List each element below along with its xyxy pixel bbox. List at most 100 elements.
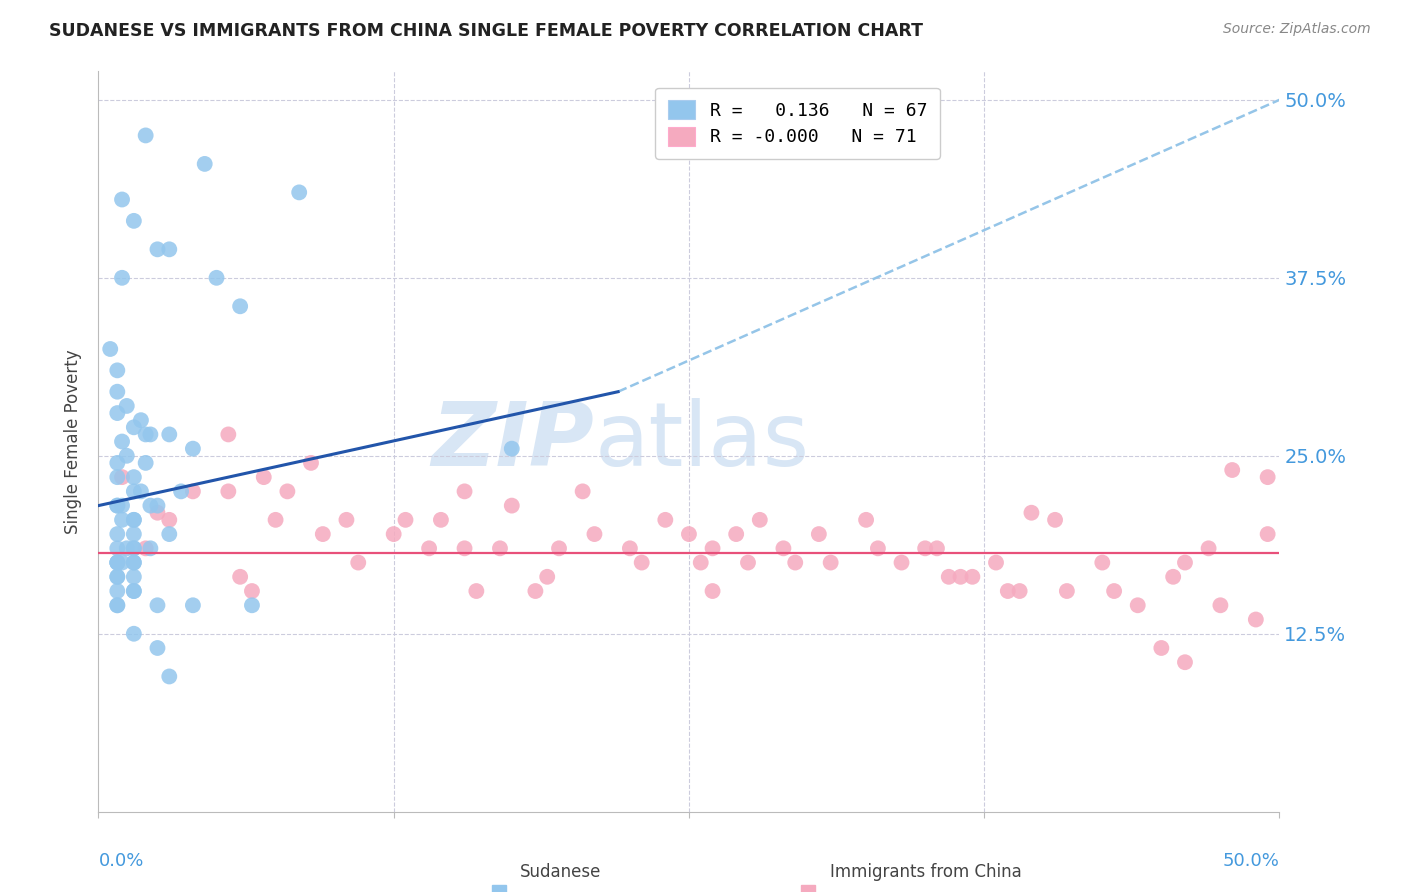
Point [111, 270, 134, 285]
Point [146, 243, 169, 257]
Point [105, 363, 128, 377]
Y-axis label: Single Female Poverty: Single Female Poverty [63, 350, 82, 533]
Point [264, 513, 287, 527]
Text: Sudanese: Sudanese [520, 863, 602, 881]
Text: SUDANESE VS IMMIGRANTS FROM CHINA SINGLE FEMALE POVERTY CORRELATION CHART: SUDANESE VS IMMIGRANTS FROM CHINA SINGLE… [49, 22, 924, 40]
Point [382, 527, 405, 541]
Point [820, 556, 842, 570]
Point [105, 541, 128, 556]
Point [785, 556, 807, 570]
Point [129, 413, 152, 427]
Point [217, 484, 239, 499]
Point [122, 556, 145, 570]
Point [501, 499, 523, 513]
Point [1174, 556, 1197, 570]
Point [122, 541, 145, 556]
Point [105, 570, 128, 584]
Point [1257, 527, 1279, 541]
Point [105, 456, 128, 470]
Point [1043, 513, 1066, 527]
Point [949, 570, 972, 584]
Point [194, 157, 217, 171]
Point [115, 399, 138, 413]
Text: 50.0%: 50.0% [1223, 853, 1279, 871]
Text: atlas: atlas [595, 398, 810, 485]
Point [105, 599, 128, 613]
Point [139, 499, 162, 513]
Point [115, 449, 138, 463]
Point [146, 506, 169, 520]
Text: Source: ZipAtlas.com: Source: ZipAtlas.com [1223, 22, 1371, 37]
Point [122, 541, 145, 556]
Point [1150, 640, 1173, 655]
Point [111, 513, 134, 527]
Point [240, 599, 263, 613]
Point [1021, 506, 1043, 520]
Point [299, 456, 322, 470]
Point [678, 527, 700, 541]
Point [122, 470, 145, 484]
Point [347, 556, 370, 570]
Point [1091, 556, 1114, 570]
Point [98, 342, 121, 356]
Point [146, 599, 169, 613]
Point [536, 570, 558, 584]
Point [122, 527, 145, 541]
Point [122, 513, 145, 527]
Point [181, 484, 204, 499]
Point [890, 556, 912, 570]
Point [135, 128, 157, 143]
Point [748, 513, 770, 527]
Point [453, 484, 475, 499]
Point [430, 513, 453, 527]
Point [205, 270, 228, 285]
Point [111, 556, 134, 570]
Point [105, 527, 128, 541]
Point [1244, 613, 1267, 627]
Point [105, 599, 128, 613]
Point [122, 513, 145, 527]
Point [217, 427, 239, 442]
Point [122, 556, 145, 570]
Point [418, 541, 440, 556]
Point [1102, 584, 1125, 599]
Point [772, 541, 794, 556]
Point [122, 570, 145, 584]
Point [229, 570, 252, 584]
Point [737, 556, 759, 570]
Point [122, 420, 145, 434]
Point [111, 470, 134, 484]
Point [105, 556, 128, 570]
Point [1257, 470, 1279, 484]
Point [1198, 541, 1220, 556]
Point [105, 499, 128, 513]
Point [181, 442, 204, 456]
Point [157, 243, 180, 257]
Point [253, 470, 276, 484]
Point [702, 541, 724, 556]
Point [129, 484, 152, 499]
Point [139, 427, 162, 442]
Point [1220, 463, 1243, 477]
Legend: R =   0.136   N = 67, R = -0.000   N = 71: R = 0.136 N = 67, R = -0.000 N = 71 [655, 87, 939, 159]
Point [105, 584, 128, 599]
Point [105, 470, 128, 484]
Point [1126, 599, 1149, 613]
Point [501, 442, 523, 456]
Point [157, 527, 180, 541]
Point [524, 584, 547, 599]
Point [619, 541, 641, 556]
Point [288, 186, 311, 200]
Point [105, 499, 128, 513]
Point [1209, 599, 1232, 613]
Point [111, 193, 134, 207]
Point [111, 499, 134, 513]
Point [807, 527, 830, 541]
Point [157, 669, 180, 683]
Point [122, 584, 145, 599]
Point [702, 584, 724, 599]
Point [1008, 584, 1031, 599]
Point [465, 584, 488, 599]
Point [105, 384, 128, 399]
Point [229, 299, 252, 313]
